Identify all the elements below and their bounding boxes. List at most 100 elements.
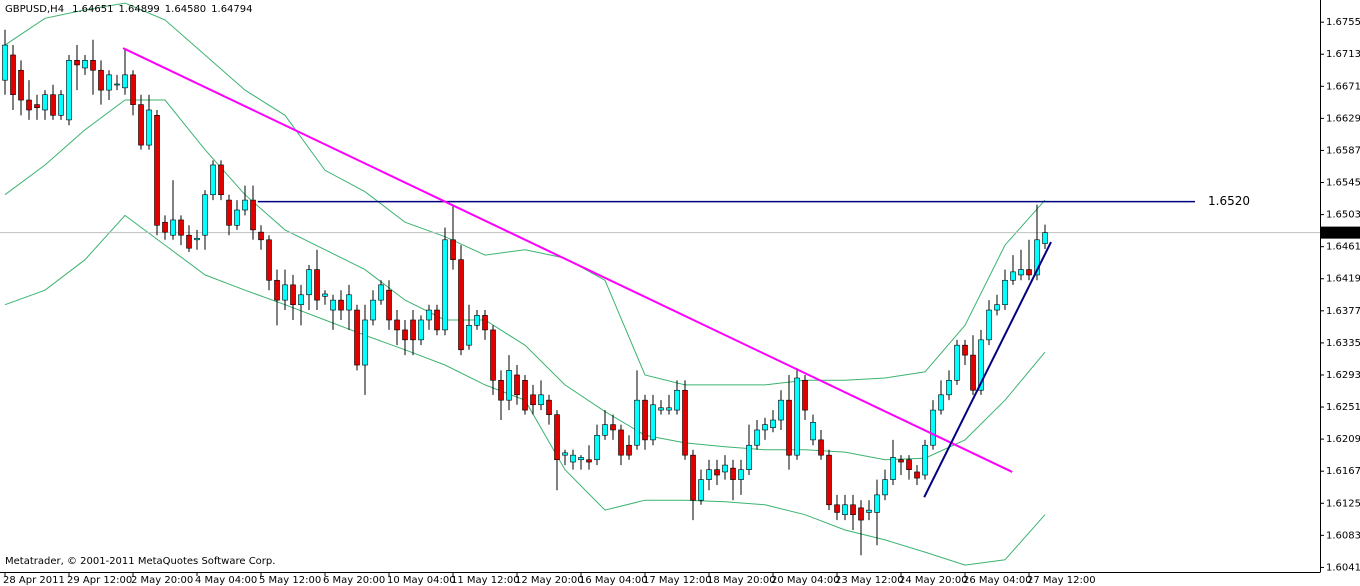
candle-body [42, 94, 48, 111]
candle-body [298, 294, 304, 306]
candle-body [474, 315, 480, 326]
candle-body [402, 329, 408, 341]
candle-body [834, 504, 840, 513]
x-tick-label: 26 May 04:00 [963, 575, 1032, 586]
candle-body [866, 509, 872, 513]
candle-body [810, 422, 816, 441]
candle-body [858, 507, 864, 521]
candle-body [562, 452, 568, 456]
candle-body [1002, 279, 1008, 306]
candle-body [658, 407, 664, 411]
candle-body [146, 109, 152, 146]
candle-body [26, 99, 32, 111]
candle-body [722, 464, 728, 473]
candle-body [746, 444, 752, 470]
candle-body [90, 60, 96, 71]
quote-value: 1.64651 [72, 4, 113, 15]
candle-body [498, 380, 504, 401]
candle-body [330, 299, 336, 311]
candle-body [194, 237, 200, 241]
candle-body [514, 374, 520, 396]
candle-body [754, 429, 760, 446]
bollinger-band [4, 2, 1046, 386]
candle-body [706, 469, 712, 480]
y-tick-label: 1.65870 [1326, 145, 1360, 156]
level-label: 1.6520 [1208, 194, 1250, 208]
candle-body [242, 199, 248, 211]
candle-body [314, 269, 320, 301]
candle-body [874, 494, 880, 513]
candle-body [610, 424, 616, 431]
candle-body [586, 459, 592, 463]
candle-body [898, 459, 904, 463]
candle-body [642, 399, 648, 441]
candle-body [114, 83, 120, 86]
candle-body [962, 344, 968, 356]
candle-body [130, 74, 136, 105]
candle-body [554, 414, 560, 461]
candle-body [594, 435, 600, 461]
y-tick-label: 1.62090 [1326, 434, 1360, 445]
candle-body [338, 299, 344, 311]
candle-body [378, 284, 384, 301]
candle-body [602, 424, 608, 436]
trendline [923, 241, 1052, 498]
candle-body [1010, 271, 1016, 281]
candle-body [106, 74, 112, 91]
x-tick-label: 6 May 20:00 [323, 575, 385, 586]
current-price-label: 1.64794 [1324, 228, 1360, 239]
y-tick-label: 1.67130 [1326, 49, 1360, 60]
candle-body [178, 219, 184, 236]
candle-body [626, 444, 632, 456]
y-tick-label: 1.63770 [1326, 306, 1360, 317]
x-tick-label: 10 May 04:00 [387, 575, 456, 586]
y-tick-label: 1.62510 [1326, 402, 1360, 413]
candle-body [946, 380, 952, 396]
candle-body [714, 469, 720, 476]
candle-body [738, 469, 744, 480]
candle-body [1034, 239, 1040, 276]
candle-body [290, 284, 296, 306]
candle-body [394, 319, 400, 331]
candle-body [538, 394, 544, 406]
candle-body [938, 394, 944, 411]
candle-body [786, 399, 792, 456]
x-tick-label: 17 May 12:00 [643, 575, 712, 586]
copyright: Metatrader, © 2001-2011 MetaQuotes Softw… [5, 556, 275, 567]
y-tick-label: 1.60410 [1326, 562, 1360, 573]
candle-body [546, 399, 552, 415]
candle-body [210, 164, 216, 196]
candle-body [18, 69, 24, 101]
candle-body [138, 104, 144, 146]
candle-body [994, 304, 1000, 311]
candle-body [570, 454, 576, 463]
candle-body [690, 454, 696, 501]
candle-body [882, 479, 888, 496]
candle-body [10, 54, 16, 95]
candle-body [1018, 269, 1024, 276]
candle-body [850, 504, 856, 516]
candle-body [778, 399, 784, 421]
candle-body [218, 164, 224, 196]
candle-body [794, 377, 800, 456]
candle-body [354, 309, 360, 366]
candle-body [370, 299, 376, 321]
candle-body [2, 44, 8, 81]
candle-body [650, 404, 656, 441]
candle-body [674, 389, 680, 411]
candle-body [978, 339, 984, 391]
candle-body [386, 289, 392, 321]
candle-body [490, 329, 496, 381]
y-tick-label: 1.60830 [1326, 530, 1360, 541]
candle-body [730, 467, 736, 480]
candle-body [762, 424, 768, 431]
x-tick-label: 27 May 12:00 [1027, 575, 1096, 586]
y-tick-label: 1.65030 [1326, 210, 1360, 221]
candle-body [482, 315, 488, 331]
candle-body [930, 409, 936, 446]
candle-body [82, 60, 88, 69]
candle-body [266, 239, 272, 281]
candle-body [426, 309, 432, 321]
candle-body [250, 199, 256, 231]
